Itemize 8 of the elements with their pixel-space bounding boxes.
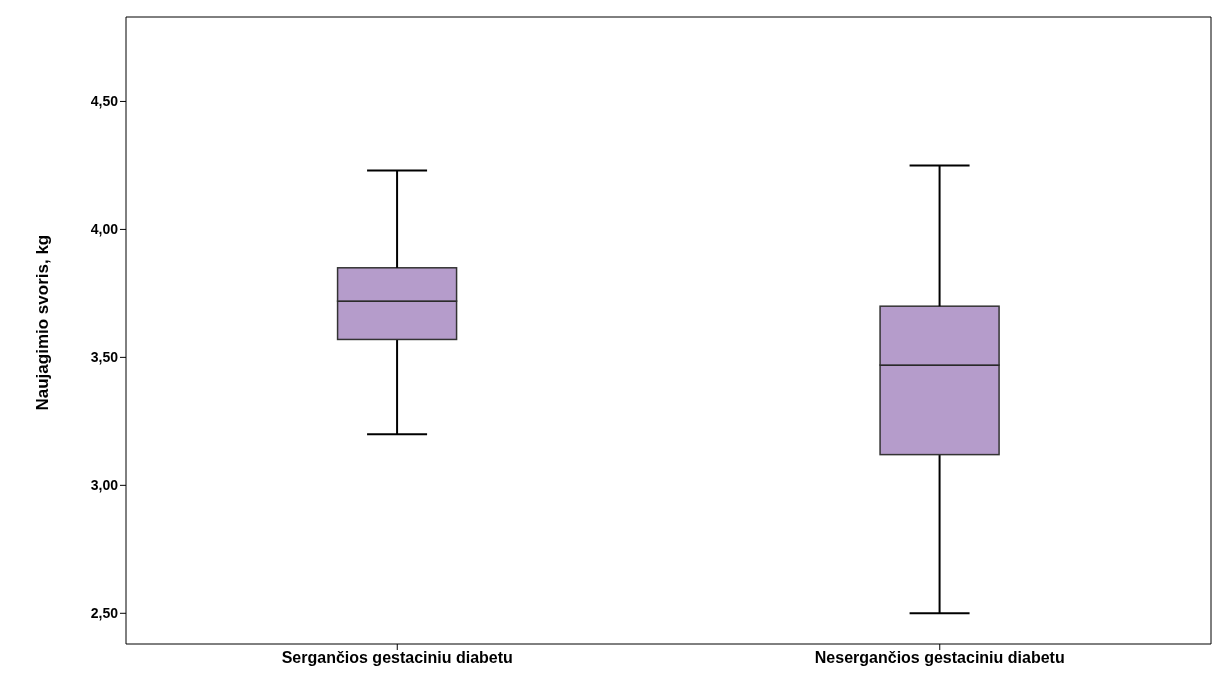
y-tick-label: 2,50 bbox=[90, 605, 119, 622]
y-tick-label: 4,00 bbox=[90, 221, 119, 238]
y-tick-label: 3,50 bbox=[90, 349, 119, 366]
y-tick-label: 4,50 bbox=[90, 93, 119, 110]
y-tick-label: 3,00 bbox=[90, 477, 119, 494]
x-tick-label: Nesergančios gestaciniu diabetu bbox=[814, 649, 1065, 667]
x-tick-label: Sergančios gestaciniu diabetu bbox=[281, 649, 513, 667]
y-axis-title: Naujagimio svoris, kg bbox=[33, 234, 53, 411]
